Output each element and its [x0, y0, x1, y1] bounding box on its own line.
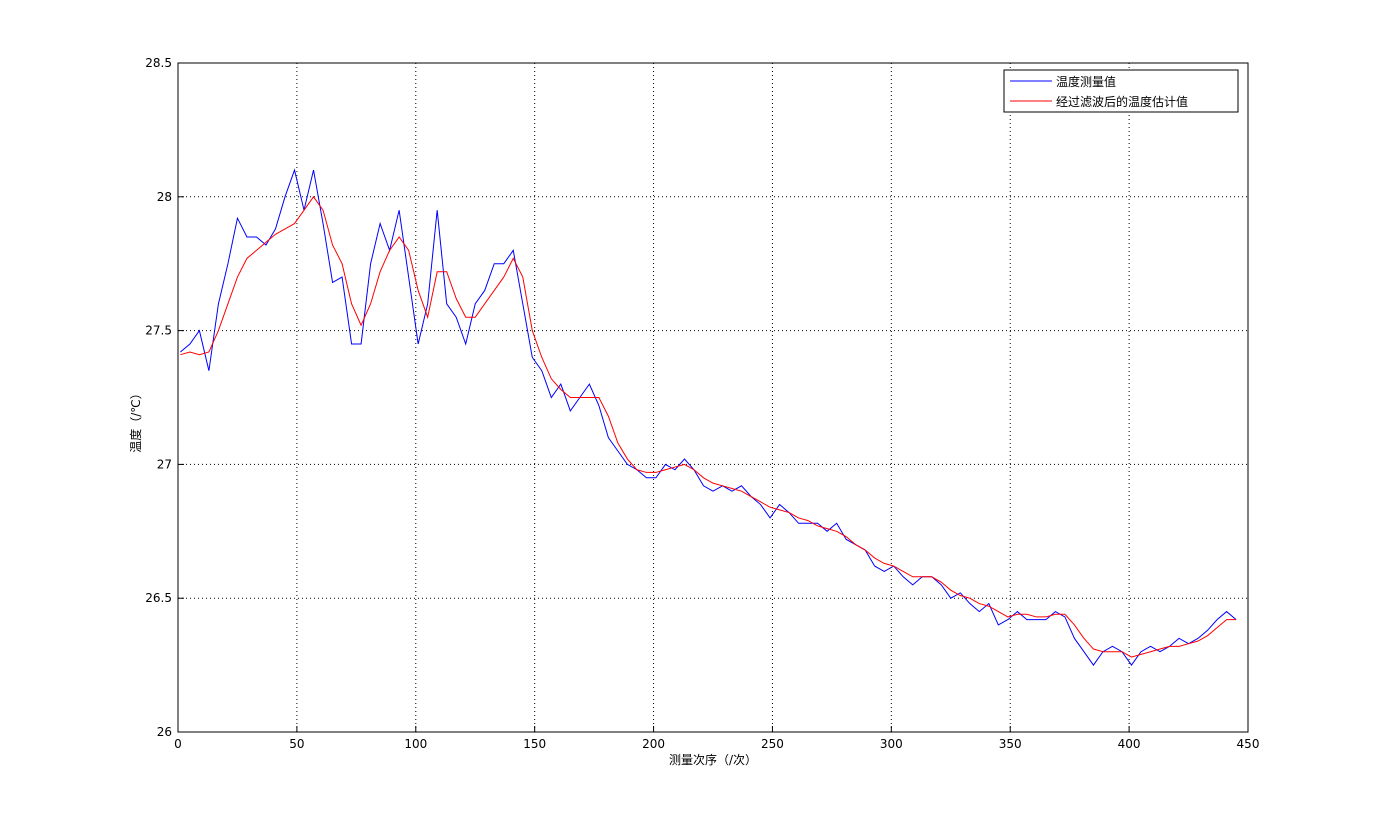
x-tick-label: 100	[404, 737, 427, 751]
x-tick-label: 350	[999, 737, 1022, 751]
x-tick-label: 250	[761, 737, 784, 751]
x-tick-label: 150	[523, 737, 546, 751]
y-tick-label: 28.5	[145, 56, 172, 70]
x-tick-label: 200	[642, 737, 665, 751]
x-tick-label: 300	[880, 737, 903, 751]
legend-label: 温度测量值	[1056, 74, 1116, 89]
x-tick-label: 50	[289, 737, 304, 751]
legend-box	[1003, 69, 1239, 113]
y-tick-label: 27.5	[145, 324, 172, 338]
plot-frame	[177, 62, 1249, 733]
x-tick-label: 0	[174, 737, 182, 751]
y-tick-label: 28	[157, 190, 172, 204]
y-tick-label: 26.5	[145, 591, 172, 605]
x-axis-label: 测量次序（/次）	[669, 752, 757, 767]
legend-label: 经过滤波后的温度估计值	[1056, 94, 1188, 109]
x-tick-label: 450	[1237, 737, 1260, 751]
data-line	[180, 195, 1237, 658]
y-axis-label: 温度（/℃）	[128, 387, 143, 453]
y-tick-label: 26	[157, 725, 172, 739]
y-tick-label: 27	[157, 457, 172, 471]
x-tick-label: 400	[1118, 737, 1141, 751]
